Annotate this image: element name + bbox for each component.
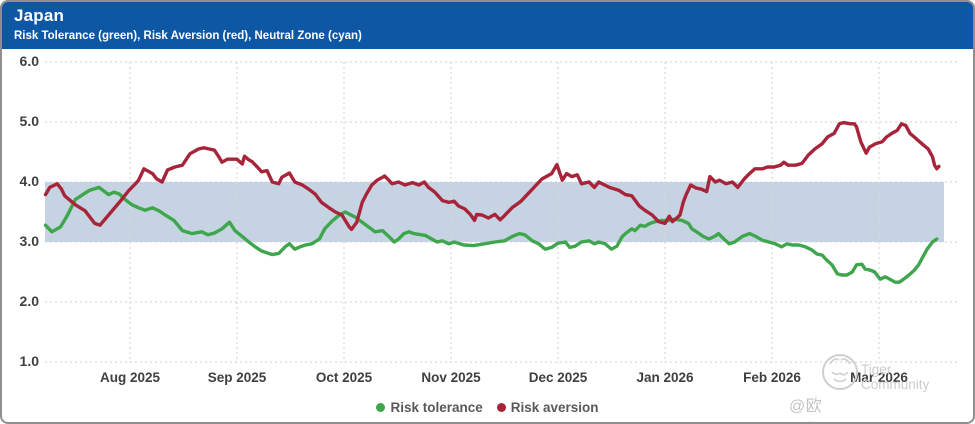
x-tick-label: Dec 2025 [528,370,588,385]
y-tick-label: 3.0 [19,233,39,249]
legend-label: Risk tolerance [390,400,483,415]
chart-title: Japan [14,6,65,25]
chart-legend: Risk tolerance Risk aversion [2,400,973,415]
risk-tolerance-line [43,185,939,284]
chart-subtitle: Risk Tolerance (green), Risk Aversion (r… [14,30,362,42]
y-tick-label: 6.0 [19,53,39,69]
x-tick-label: Mar 2026 [850,370,908,385]
x-tick-label: Jan 2026 [636,370,694,385]
y-tick-label: 1.0 [19,353,39,369]
risk-tolerance-legend-dot-icon [376,403,386,412]
risk-aversion-legend-dot-icon [496,403,506,412]
x-tick-label: Nov 2025 [421,370,481,385]
x-tick-label: Sep 2025 [207,370,267,385]
y-tick-label: 4.0 [19,173,39,189]
tiger-logo-icon [822,354,858,390]
y-tick-label: 2.0 [19,293,39,309]
legend-item-risk-tolerance[interactable]: Risk tolerance [376,400,483,415]
x-tick-label: Feb 2026 [743,370,801,385]
chart-header: Japan Risk Tolerance (green), Risk Avers… [2,2,973,49]
x-tick-label: Aug 2025 [99,370,161,385]
neutral-zone-band [45,182,944,242]
legend-item-risk-aversion[interactable]: Risk aversion [496,400,599,415]
risk-aversion-line [43,120,941,232]
watermark-handle-text: @欧洲期货交易所Eurex [789,398,823,415]
y-tick-label: 5.0 [19,113,39,129]
legend-label: Risk aversion [510,400,599,415]
watermark-community-text: Tiger Community [861,362,930,392]
x-tick-label: Oct 2025 [315,370,373,385]
